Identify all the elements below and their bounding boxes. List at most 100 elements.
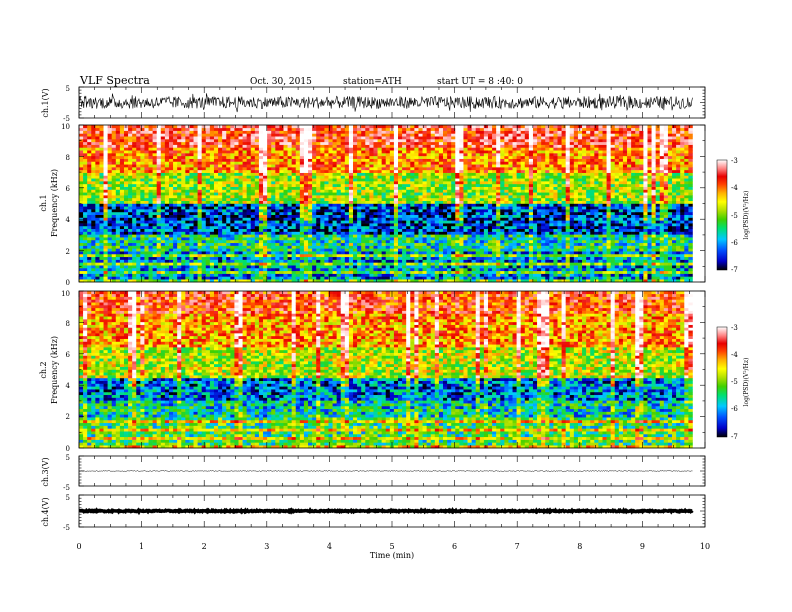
spectrogram-cell	[181, 170, 185, 173]
spectrogram-cell	[124, 145, 128, 148]
spectrogram-cell	[83, 276, 87, 279]
spectrogram-cell	[124, 139, 128, 142]
spectrogram-cell	[120, 229, 124, 232]
spectrogram-cell	[79, 167, 83, 170]
spectrogram-cell	[124, 173, 128, 176]
spectrogram-cell	[194, 184, 198, 187]
spectrogram-cell	[189, 201, 193, 204]
spectrogram-cell	[104, 189, 108, 192]
spectrogram-cell	[136, 268, 140, 271]
spectrogram-cell	[104, 136, 108, 139]
spectrogram-cell	[218, 125, 222, 128]
spectrogram-cell	[91, 164, 95, 167]
spectrogram-cell	[206, 246, 210, 249]
spectrogram-cell	[128, 125, 132, 128]
spectrogram-cell	[169, 220, 173, 223]
spectrogram-cell	[189, 192, 193, 195]
spectrogram-cell	[153, 254, 157, 257]
spectrogram-cell	[181, 147, 185, 150]
spectrogram-cell	[83, 212, 87, 215]
spectrogram-cell	[157, 147, 161, 150]
spectrogram-cell	[169, 189, 173, 192]
spectrogram-cell	[198, 150, 202, 153]
spectrogram-cell	[165, 136, 169, 139]
spectrogram-cell	[91, 173, 95, 176]
spectrogram-cell	[144, 229, 148, 232]
spectrogram-cell	[108, 268, 112, 271]
spectrogram-cell	[136, 153, 140, 156]
spectrogram-cell	[173, 133, 177, 136]
spectrogram-cell	[87, 173, 91, 176]
spectrogram-cell	[161, 187, 165, 190]
spectrogram-cell	[157, 240, 161, 243]
spectrogram-cell	[194, 153, 198, 156]
spectrogram-cell	[108, 150, 112, 153]
spectrogram-cell	[91, 181, 95, 184]
spectrogram-cell	[108, 218, 112, 221]
spectrogram-cell	[108, 209, 112, 212]
spectrogram-cell	[161, 131, 165, 134]
spectrogram-cell	[198, 246, 202, 249]
spectrogram-cell	[173, 164, 177, 167]
spectrogram-cell	[136, 204, 140, 207]
spectrogram-cell	[189, 164, 193, 167]
spectrogram-cell	[87, 265, 91, 268]
spectrogram-cell	[206, 248, 210, 251]
spectrogram-cell	[181, 268, 185, 271]
spectrogram-cell	[116, 139, 120, 142]
spectrogram-cell	[91, 178, 95, 181]
spectrogram-cell	[132, 271, 136, 274]
spectrogram-cell	[91, 220, 95, 223]
spectrogram-cell	[124, 232, 128, 235]
spectrogram-cell	[157, 268, 161, 271]
spectrogram-cell	[124, 181, 128, 184]
spectrogram-cell	[95, 164, 99, 167]
spectrogram-cell	[173, 237, 177, 240]
spectrogram-cell	[95, 133, 99, 136]
spectrogram-cell	[104, 125, 108, 128]
spectrogram-cell	[104, 276, 108, 279]
spectrogram-cell	[104, 175, 108, 178]
spectrogram-cell	[173, 189, 177, 192]
spectrogram-cell	[124, 131, 128, 134]
spectrogram-cell	[149, 131, 153, 134]
spectrogram-cell	[108, 156, 112, 159]
spectrogram-cell	[185, 181, 189, 184]
spectrogram-cell	[149, 268, 153, 271]
spectrogram-cell	[116, 262, 120, 265]
spectrogram-cell	[165, 251, 169, 254]
spectrogram-cell	[194, 164, 198, 167]
spectrogram-cell	[206, 128, 210, 131]
spectrogram-cell	[116, 209, 120, 212]
spectrogram-cell	[95, 175, 99, 178]
spectrogram-cell	[218, 215, 222, 218]
spectrogram-cell	[132, 156, 136, 159]
spectrogram-cell	[198, 251, 202, 254]
spectrogram-cell	[95, 156, 99, 159]
spectrogram-cell	[99, 133, 103, 136]
spectrogram-cell	[210, 195, 214, 198]
spectrogram-cell	[153, 257, 157, 260]
spectrogram-cell	[177, 246, 181, 249]
spectrogram-cell	[173, 260, 177, 263]
spectrogram-cell	[91, 156, 95, 159]
spectrogram-cell	[165, 195, 169, 198]
spectrogram-cell	[177, 215, 181, 218]
spectrogram-cell	[116, 150, 120, 153]
spectrogram-cell	[206, 195, 210, 198]
spectrogram-cell	[132, 232, 136, 235]
spectrogram-cell	[116, 189, 120, 192]
spectrogram-cell	[214, 170, 218, 173]
spectrogram-cell	[202, 234, 206, 237]
spectrogram-cell	[104, 181, 108, 184]
spectrogram-cell	[91, 271, 95, 274]
spectrogram-cell	[198, 184, 202, 187]
spectrogram-cell	[144, 156, 148, 159]
spectrogram-cell	[128, 147, 132, 150]
spectrogram-cell	[95, 128, 99, 131]
ch1-spectrogram-panel: ch.1 Frequency (kHz) 0 2 4 6 8 10 -3 -4 …	[39, 123, 750, 287]
figure-date: Oct. 30, 2015	[250, 77, 312, 87]
spectrogram-cell	[120, 251, 124, 254]
spectrogram-cell	[116, 142, 120, 145]
spectrogram-cell	[181, 189, 185, 192]
